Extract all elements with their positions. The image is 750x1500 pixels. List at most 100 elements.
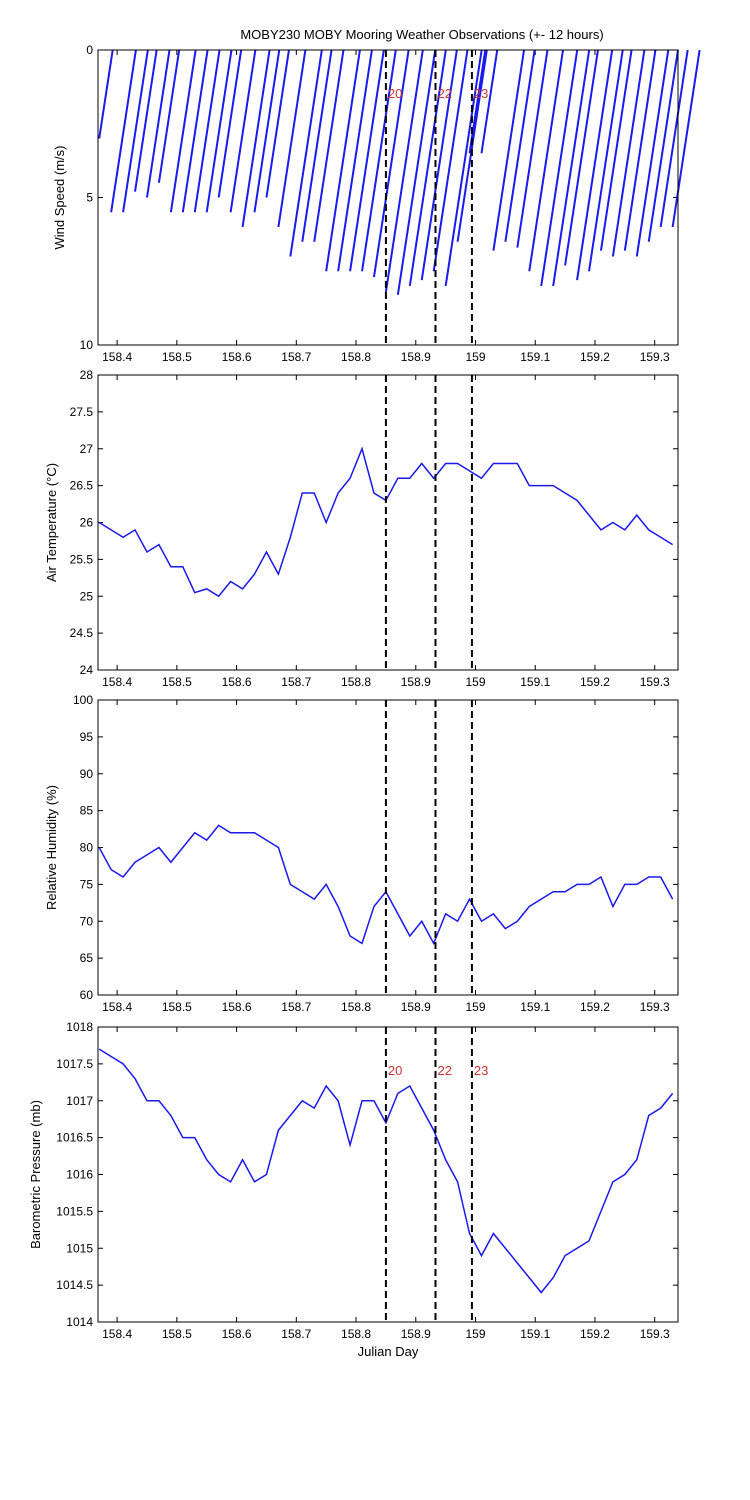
wind-stick xyxy=(98,49,114,139)
y-axis-label: Air Temperature (°C) xyxy=(44,463,59,582)
y-tick-label: 28 xyxy=(80,368,94,382)
x-tick-label: 158.5 xyxy=(162,350,192,364)
wind-stick xyxy=(349,49,385,272)
x-tick-label: 158.4 xyxy=(102,675,132,689)
x-tick-label: 158.5 xyxy=(162,1327,192,1341)
wind-stick xyxy=(372,49,410,278)
wind-stick xyxy=(193,49,221,213)
x-tick-label: 159 xyxy=(465,675,485,689)
y-tick-label: 24 xyxy=(80,663,94,677)
x-tick-label: 158.9 xyxy=(401,1000,431,1014)
wind-stick xyxy=(265,49,290,198)
wind-stick xyxy=(576,49,614,281)
x-tick-label: 158.6 xyxy=(222,350,252,364)
x-tick-label: 159.3 xyxy=(640,1000,670,1014)
wind-stick xyxy=(635,49,670,257)
y-tick-label: 1017 xyxy=(66,1094,93,1108)
plot-frame xyxy=(97,374,679,671)
y-tick-label: 1015 xyxy=(66,1241,93,1255)
wind-stick xyxy=(444,49,483,287)
x-tick-label: 158.4 xyxy=(102,1000,132,1014)
x-tick-label: 158.5 xyxy=(162,675,192,689)
wind-stick xyxy=(432,49,469,272)
x-tick-label: 159.2 xyxy=(580,1000,610,1014)
plot-frame xyxy=(97,699,679,996)
wind-stick xyxy=(623,49,657,251)
wind-stick xyxy=(504,49,536,242)
plot-frame xyxy=(97,49,679,346)
wind-stick xyxy=(169,49,197,213)
wind-stick xyxy=(277,49,307,228)
y-tick-label: 25.5 xyxy=(70,552,94,566)
x-tick-label: 159.1 xyxy=(520,1327,550,1341)
wind-stick xyxy=(552,49,591,287)
wind-stick xyxy=(492,49,526,251)
event-label: 20 xyxy=(388,86,402,101)
wind-stick xyxy=(337,49,373,272)
y-axis-label: Barometric Pressure (mb) xyxy=(28,1100,43,1249)
x-tick-label: 158.8 xyxy=(341,1327,371,1341)
x-tick-label: 158.7 xyxy=(281,1000,311,1014)
x-tick-label: 159.3 xyxy=(640,675,670,689)
x-tick-label: 158.5 xyxy=(162,1000,192,1014)
wind-stick xyxy=(110,49,137,213)
wind-stick xyxy=(157,49,181,183)
x-tick-label: 159 xyxy=(465,1000,485,1014)
x-tick-label: 159 xyxy=(465,1327,485,1341)
plot-frame xyxy=(97,1026,679,1323)
y-axis-label: Relative Humidity (%) xyxy=(44,785,59,910)
y-tick-label: 95 xyxy=(80,730,94,744)
x-tick-label: 158.7 xyxy=(281,350,311,364)
wind-stick xyxy=(229,49,257,213)
wind-stick xyxy=(528,49,565,272)
wind-stick xyxy=(599,49,633,251)
plot-area xyxy=(98,700,678,995)
wind-stick xyxy=(456,49,488,242)
wind-stick xyxy=(396,49,437,296)
wind-stick xyxy=(241,49,271,228)
x-tick-label: 158.7 xyxy=(281,675,311,689)
x-tick-label: 159.2 xyxy=(580,1327,610,1341)
y-tick-label: 1014 xyxy=(66,1315,93,1329)
wind-stick xyxy=(122,49,149,213)
x-tick-label: 158.8 xyxy=(341,350,371,364)
x-tick-label: 159.2 xyxy=(580,675,610,689)
event-label: 22 xyxy=(437,1063,451,1078)
wind-stick xyxy=(217,49,243,198)
x-tick-label: 158.6 xyxy=(222,1000,252,1014)
plot-area xyxy=(98,375,678,670)
wind-stick xyxy=(564,49,599,266)
x-tick-label: 158.8 xyxy=(341,675,371,689)
wind-stick xyxy=(289,49,323,257)
x-tick-label: 158.9 xyxy=(401,1327,431,1341)
y-tick-label: 1015.5 xyxy=(56,1204,93,1218)
y-tick-label: 24.5 xyxy=(70,626,94,640)
y-tick-label: 1016 xyxy=(66,1168,93,1182)
x-tick-label: 159.3 xyxy=(640,1327,670,1341)
event-label: 23 xyxy=(474,86,488,101)
wind-stick xyxy=(301,49,333,242)
x-tick-label: 159 xyxy=(465,350,485,364)
y-axis-label: Wind Speed (m/s) xyxy=(52,145,67,249)
x-tick-label: 158.7 xyxy=(281,1327,311,1341)
wind-stick xyxy=(145,49,171,198)
y-tick-label: 27 xyxy=(80,442,94,456)
wind-stick xyxy=(325,49,361,272)
y-tick-label: 0 xyxy=(86,43,93,57)
wind-stick xyxy=(313,49,345,242)
y-tick-label: 26.5 xyxy=(70,479,94,493)
wind-stick xyxy=(671,49,701,228)
x-tick-label: 158.6 xyxy=(222,675,252,689)
event-label: 20 xyxy=(388,1063,402,1078)
x-tick-label: 159.1 xyxy=(520,1000,550,1014)
y-tick-label: 5 xyxy=(86,191,93,205)
wind-stick xyxy=(540,49,579,287)
y-tick-label: 75 xyxy=(80,877,94,891)
y-tick-label: 100 xyxy=(73,693,93,707)
chart-title: MOBY230 MOBY Mooring Weather Observation… xyxy=(240,27,603,42)
x-axis-label: Julian Day xyxy=(358,1344,419,1359)
x-tick-label: 159.1 xyxy=(520,675,550,689)
x-tick-label: 159.3 xyxy=(640,350,670,364)
data-line xyxy=(98,1048,674,1294)
